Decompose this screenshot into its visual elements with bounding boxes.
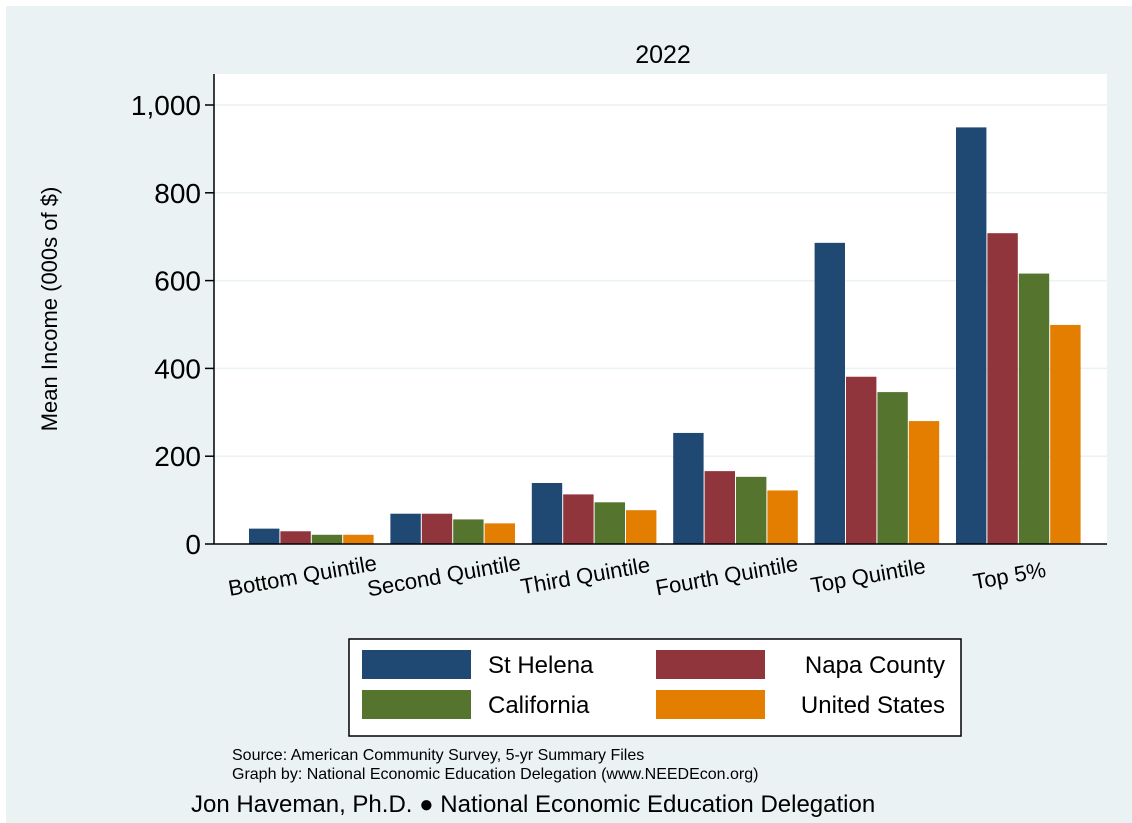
author-credit: Jon Haveman, Ph.D. ● National Economic E… (191, 791, 876, 818)
y-tick-label: 1,000 (131, 90, 201, 121)
y-tick-label: 200 (154, 441, 201, 472)
bar-napa-county (704, 471, 735, 544)
bar-st-helena (673, 432, 704, 544)
bar-california (1018, 273, 1050, 544)
y-axis-label: Mean Income (000s of $) (37, 187, 62, 432)
y-tick-label: 0 (185, 529, 201, 560)
bar-st-helena (814, 242, 845, 544)
x-tick-label: Top 5% (971, 557, 1048, 594)
source-note: Source: American Community Survey, 5-yr … (232, 747, 645, 764)
bar-napa-county (846, 376, 877, 544)
legend: St Helena Napa County California United Sta… (348, 638, 962, 737)
bar-california (594, 502, 625, 544)
legend-label: Napa County (805, 652, 945, 679)
x-tick-label: Third Quintile (519, 552, 652, 599)
bar-st-helena (956, 127, 987, 544)
bars (249, 127, 1081, 545)
legend-label: St Helena (488, 652, 594, 679)
graph-by-note: Graph by: National Economic Education De… (232, 766, 759, 783)
x-tick-label: Top Quintile (809, 553, 928, 598)
bar-united-states (484, 523, 515, 544)
bar-st-helena (531, 482, 563, 544)
bar-napa-county (421, 513, 453, 544)
bar-united-states (1050, 324, 1081, 544)
bar-united-states (626, 510, 657, 544)
y-tick-label: 400 (154, 353, 201, 384)
x-tick-label: Second Quintile (365, 550, 522, 602)
legend-swatch (656, 650, 765, 679)
bar-california (311, 534, 343, 544)
bar-napa-county (563, 494, 594, 544)
bar-california (877, 392, 908, 544)
x-tick-label: Bottom Quintile (226, 550, 378, 601)
bar-napa-county (280, 531, 311, 544)
bar-st-helena (249, 528, 280, 544)
bar-united-states (343, 534, 374, 544)
bar-california (736, 476, 767, 544)
y-tick-label: 800 (154, 178, 201, 209)
bar-united-states (908, 421, 940, 544)
bar-united-states (767, 490, 798, 544)
bar-st-helena (390, 513, 421, 544)
x-tick-label: Fourth Quintile (653, 551, 799, 601)
legend-label: United States (801, 692, 945, 719)
chart-title: 2022 (635, 41, 691, 69)
bar-napa-county (987, 233, 1018, 545)
bar-california (453, 519, 484, 544)
legend-swatch (656, 690, 765, 719)
legend-label: California (488, 692, 590, 719)
legend-swatch (362, 650, 471, 679)
y-tick-label: 600 (154, 266, 201, 297)
legend-swatch (362, 690, 471, 719)
